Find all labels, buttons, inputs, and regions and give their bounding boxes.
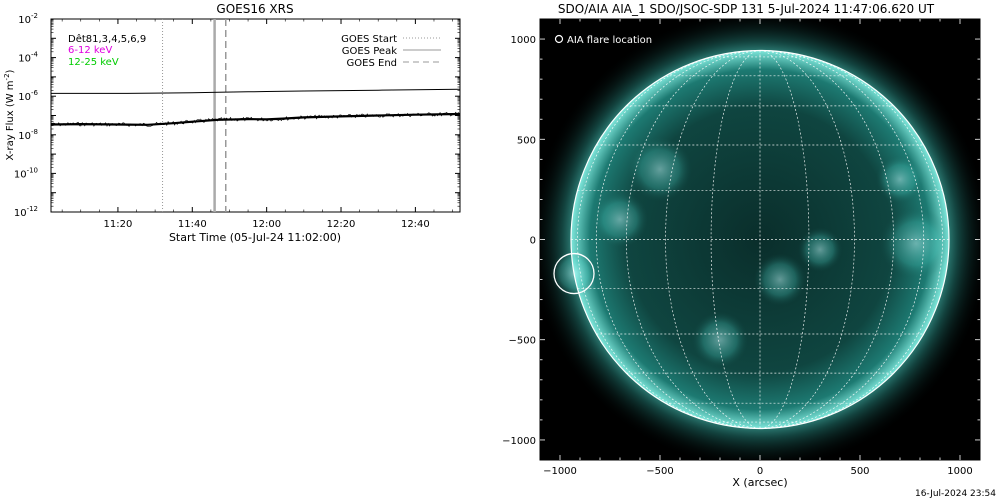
aia-y-tick-label: −1000 (502, 436, 536, 447)
goes-legend: GOES Start GOES Peak GOES End (341, 34, 441, 69)
goes-series-noise (50, 111, 460, 128)
aia-image-panel: SDO/AIA AIA_1 SDO/JSOC-SDP 131 5-Jul-202… (502, 2, 981, 489)
heliographic-grid (571, 50, 949, 429)
aia-y-axis: 1000 500 0 −500 −1000 (502, 35, 980, 447)
goes-x-tick-label: 11:20 (104, 219, 133, 230)
active-region-glow (692, 311, 748, 368)
aia-x-axis: −1000 −500 0 500 1000 (543, 19, 973, 477)
active-region-glow (754, 253, 806, 306)
aia-y-tick-label: 500 (517, 135, 536, 146)
longitude-line (759, 50, 925, 429)
legend-goes-start-label: GOES Start (341, 34, 397, 45)
goes-y-axis-label: X-ray Flux (W m-2) (3, 69, 16, 160)
goes-y-tick-label: 10-4 (18, 51, 38, 65)
aia-y-tick-label: −500 (509, 336, 536, 347)
legend-goes-peak-label: GOES Peak (342, 46, 397, 57)
goes-x-tick-label: 11:40 (178, 219, 207, 230)
goes-y-tick-label: 10-2 (18, 12, 38, 26)
goes-y-tick-label: 10-12 (14, 205, 38, 219)
active-regions (550, 137, 952, 368)
goes-x-axis-label: Start Time (05-Jul-24 11:02:00) (169, 231, 341, 244)
goes-y-tick-label: 10-8 (18, 128, 38, 142)
goes-y-axis: 10-2 10-4 10-6 10-8 10-10 10-12 (14, 12, 460, 219)
goes-y-tick-label: 10-10 (14, 166, 38, 180)
goes-series-line (51, 88, 461, 94)
aia-x-tick-label: −1000 (543, 466, 577, 477)
goes-xrs-chart: GOES16 XRS 10-2 10-4 10-6 10-8 10-10 10-12 11… (3, 2, 461, 244)
goes-x-tick-label: 12:40 (401, 219, 430, 230)
goes-event-lines (162, 19, 227, 212)
goes-y-tick-label: 10-6 (18, 89, 38, 103)
goes-x-axis: 11:20 11:40 12:00 12:20 12:40 (61, 19, 453, 230)
aia-x-tick-label: −500 (646, 466, 673, 477)
flare-legend-icon (554, 34, 564, 44)
longitude-line (595, 50, 761, 429)
goes-series-line (50, 112, 461, 126)
active-region-glow (628, 137, 692, 202)
longitude-line (759, 50, 810, 429)
active-region-glow (876, 155, 924, 204)
legend-goes-end-label: GOES End (347, 58, 397, 69)
active-region-glow (798, 227, 842, 272)
active-region-glow (880, 207, 952, 280)
aia-image-title: SDO/AIA AIA_1 SDO/JSOC-SDP 131 5-Jul-202… (558, 2, 935, 16)
goes-x-tick-label: 12:00 (252, 219, 281, 230)
aia-y-tick-label: 1000 (511, 35, 536, 46)
longitude-line (577, 50, 761, 429)
flare-location-marker (553, 252, 595, 295)
aia-x-tick-label: 500 (850, 466, 869, 477)
detector-annotation: Dêt81,3,4,5,6,9 (68, 33, 146, 45)
energy-band-6-12-label: 6-12 keV (68, 45, 112, 56)
longitude-line (759, 50, 943, 429)
footer-timestamp: 16-Jul-2024 23:54 (915, 489, 996, 499)
aia-y-tick-label: 0 (530, 236, 536, 247)
energy-band-12-25-label: 12-25 keV (68, 57, 119, 68)
active-region-glow (592, 191, 648, 248)
goes-series-group (50, 88, 461, 128)
aia-x-tick-label: 0 (757, 466, 763, 477)
aia-x-axis-label: X (arcsec) (732, 476, 787, 489)
aia-x-tick-label: 1000 (947, 466, 972, 477)
longitude-line (710, 50, 761, 429)
flare-legend-label: AIA flare location (567, 35, 652, 46)
aia-image-content (540, 19, 980, 460)
longitude-line (665, 50, 761, 429)
goes-chart-title: GOES16 XRS (216, 2, 293, 16)
goes-x-tick-label: 12:20 (327, 219, 356, 230)
solar-limb (570, 49, 950, 430)
longitude-line (759, 50, 855, 429)
